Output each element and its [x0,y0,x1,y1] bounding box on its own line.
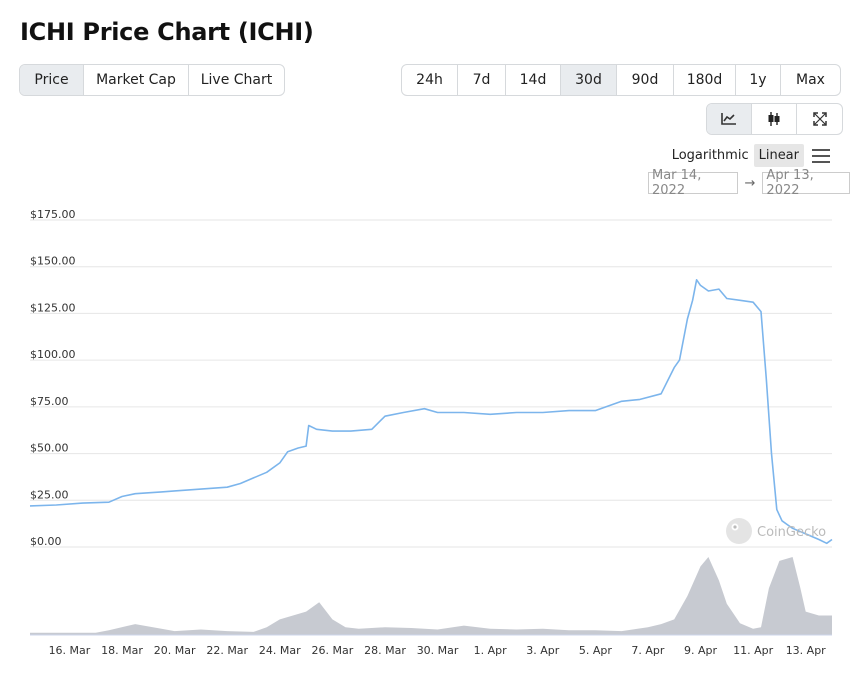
y-tick-label: $75.00 [30,395,69,408]
tab-market-cap[interactable]: Market Cap [84,65,189,95]
x-tick-label: 24. Mar [259,644,301,657]
line-chart-icon [721,113,736,125]
logarithmic-option[interactable]: Logarithmic [671,148,749,163]
date-arrow: → [744,175,756,191]
page-title: ICHI Price Chart (ICHI) [20,18,314,46]
hamburger-menu-icon[interactable] [812,148,830,163]
x-tick-label: 1. Apr [474,644,507,657]
line-chart-button[interactable] [707,104,752,134]
x-tick-label: 9. Apr [684,644,717,657]
x-tick-label: 20. Mar [154,644,196,657]
y-tick-label: $150.00 [30,255,76,268]
range-180d[interactable]: 180d [674,65,736,95]
x-tick-label: 22. Mar [206,644,248,657]
y-tick-label: $100.00 [30,348,76,361]
y-tick-label: $50.00 [30,442,69,455]
x-tick-label: 28. Mar [364,644,406,657]
grid-lines [30,219,832,548]
x-tick-label: 26. Mar [312,644,354,657]
coingecko-watermark: CoinGecko [726,518,826,544]
price-chart: $0.00 $25.00 $50.00 $75.00 $100.00 $125.00 $15… [29,208,833,657]
coingecko-logo-pupil [733,525,737,529]
range-max[interactable]: Max [796,72,825,88]
fullscreen-button[interactable] [797,104,842,134]
range-7d[interactable]: 7d [458,65,506,95]
chart-tool-group [706,103,843,135]
y-tick-label: $0.00 [30,535,62,548]
range-24h[interactable]: 24h [402,65,458,95]
range-30d[interactable]: 30d [561,65,617,95]
y-axis-labels: $0.00 $25.00 $50.00 $75.00 $100.00 $125.00 $15… [30,208,76,548]
x-tick-label: 13. Apr [786,644,826,657]
price-series-line [29,279,833,545]
x-tick-label: 16. Mar [49,644,91,657]
y-tick-label: $25.00 [30,488,69,501]
volume-area [30,557,832,636]
linear-option[interactable]: Linear [753,144,804,167]
scale-selector: Logarithmic Linear [667,144,830,167]
range-tab-group: 24h 7d 14d 30d 90d 180d 1y Max [401,64,841,96]
x-tick-label: 3. Apr [526,644,559,657]
x-tick-label: 30. Mar [417,644,459,657]
date-from-input[interactable]: Mar 14, 2022 [648,168,738,198]
tab-live-chart[interactable]: Live Chart [200,72,273,88]
x-axis-labels: 16. Mar 18. Mar 20. Mar 22. Mar 24. Mar 26. M… [49,644,827,657]
date-to-input[interactable]: Apr 13, 2022 [762,168,850,198]
view-tab-group: Price Market Cap Live Chart [19,64,285,96]
watermark-text: CoinGecko [757,525,826,540]
range-1y[interactable]: 1y [736,65,781,95]
coingecko-logo-icon [726,518,752,544]
candlestick-icon [768,112,780,126]
candlestick-button[interactable] [752,104,797,134]
volume-area-shape [30,557,832,635]
fullscreen-icon [812,112,827,126]
price-line [29,279,833,545]
tab-price[interactable]: Price [20,65,84,95]
y-tick-label: $175.00 [30,208,76,221]
x-tick-label: 18. Mar [101,644,143,657]
y-tick-label: $125.00 [30,301,76,314]
range-90d[interactable]: 90d [617,65,674,95]
x-tick-label: 7. Apr [631,644,664,657]
x-tick-label: 5. Apr [579,644,612,657]
range-14d[interactable]: 14d [506,65,561,95]
x-tick-label: 11. Apr [733,644,773,657]
date-range: Mar 14, 2022 → Apr 13, 2022 [648,168,850,198]
